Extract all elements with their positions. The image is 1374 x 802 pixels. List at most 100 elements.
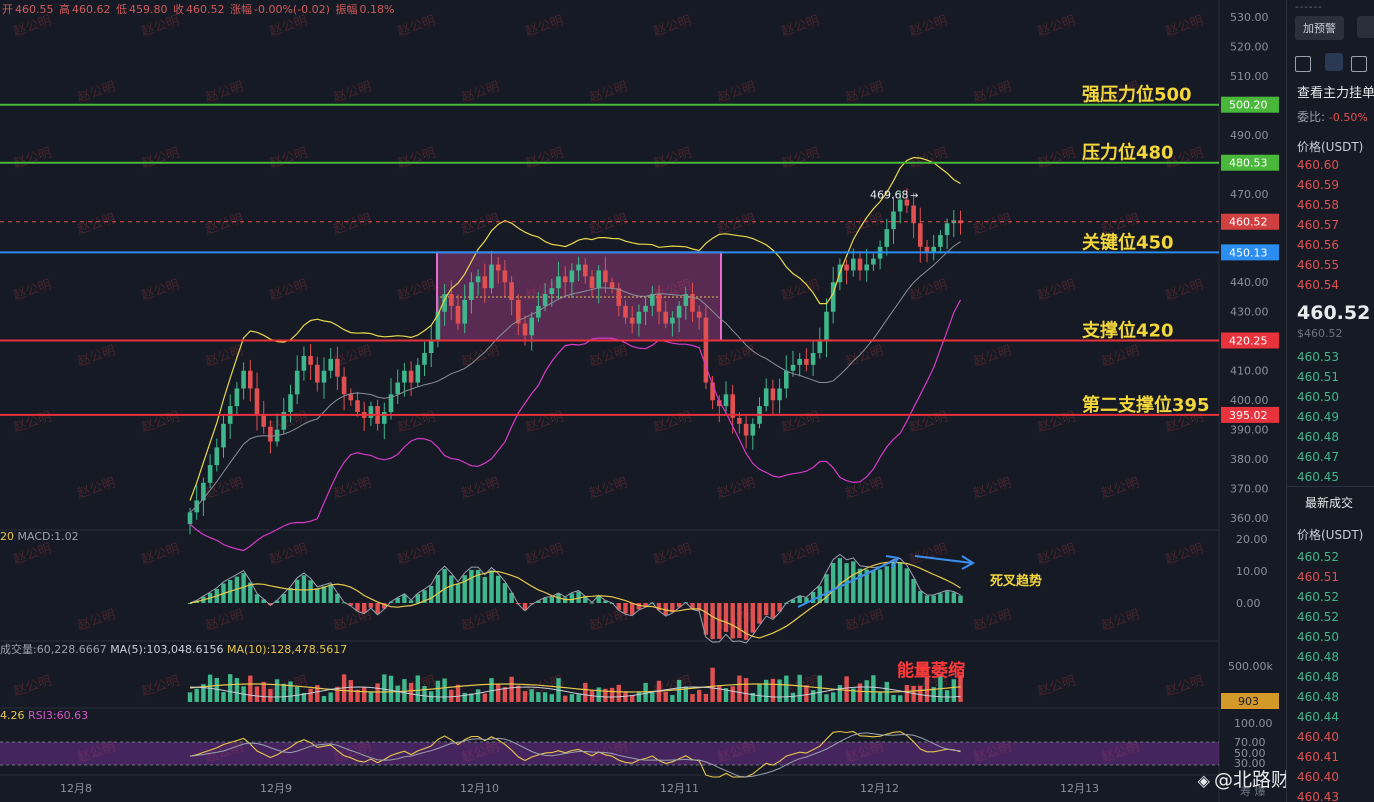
ma5-value: MA(5):103,048.6156 bbox=[110, 643, 224, 656]
watermark-tile: 赵公明 bbox=[76, 79, 118, 105]
level-tag-text: 450.13 bbox=[1229, 246, 1268, 259]
macd-flat-arrow-line bbox=[914, 555, 973, 564]
candle-body bbox=[629, 317, 635, 324]
candle-body bbox=[408, 370, 414, 383]
y-tick-label: 470.00 bbox=[1230, 188, 1269, 201]
high-label: 高 bbox=[59, 3, 70, 16]
watermark-tile: 赵公明 bbox=[844, 211, 886, 237]
watermark-tile: 赵公明 bbox=[76, 607, 118, 633]
trade-price-row: 460.48 bbox=[1297, 670, 1339, 684]
watermark-tile: 赵公明 bbox=[12, 277, 54, 303]
volume-tick-label: 500.00k bbox=[1228, 660, 1273, 673]
candle-body bbox=[844, 264, 849, 271]
ask-price-row: 460.56 bbox=[1297, 238, 1339, 252]
volume-bar bbox=[951, 679, 956, 702]
watermark-tile: 赵公明 bbox=[588, 79, 630, 105]
panel-extra-button[interactable] bbox=[1357, 16, 1374, 38]
macd-bar bbox=[723, 603, 729, 632]
volume-bar bbox=[475, 689, 481, 702]
watermark-tile: 赵公明 bbox=[780, 409, 822, 435]
candle-body bbox=[703, 317, 709, 383]
candle-body bbox=[261, 414, 266, 427]
macd-bar bbox=[455, 583, 461, 603]
watermark-tile: 赵公明 bbox=[332, 211, 374, 237]
macd-bar bbox=[187, 603, 193, 604]
volume-bar bbox=[422, 686, 427, 702]
macd-bar bbox=[435, 574, 441, 603]
candle-body bbox=[938, 235, 943, 247]
corner-text: 寿 爆 bbox=[1240, 784, 1266, 798]
candle-body bbox=[944, 223, 950, 236]
macd-bar bbox=[375, 603, 380, 614]
macd-value: MACD:1.02 bbox=[17, 530, 79, 543]
macd-bar bbox=[295, 579, 300, 603]
watermark-tile: 赵公明 bbox=[140, 673, 182, 699]
volume-label: 成交量:60,228.6667 MA(5):103,048.6156 MA(10… bbox=[0, 641, 347, 657]
watermark-tile: 赵公明 bbox=[716, 475, 758, 501]
current-price-tag-bg bbox=[1221, 213, 1279, 230]
candle-body bbox=[502, 270, 508, 283]
macd-bar bbox=[891, 562, 896, 603]
ask-price-row: 460.54 bbox=[1297, 278, 1339, 292]
level-tag-bg bbox=[1221, 154, 1279, 171]
watermark-tile: 赵公明 bbox=[396, 145, 438, 171]
volume-bar bbox=[683, 686, 688, 702]
level-tag-text: 480.53 bbox=[1229, 157, 1268, 170]
peak-label: 469.68 bbox=[870, 189, 909, 202]
book-mode-icon[interactable] bbox=[1295, 56, 1311, 72]
ask-price-row: 460.57 bbox=[1297, 218, 1339, 232]
candle-body bbox=[683, 294, 689, 306]
candle-body bbox=[603, 270, 608, 283]
volume-bar bbox=[522, 691, 528, 702]
price-chart[interactable]: 530.00520.00510.00500.00490.00480.00470.… bbox=[0, 0, 1284, 802]
volume-bar bbox=[529, 689, 534, 702]
volume-bar bbox=[482, 693, 487, 702]
candle-body bbox=[509, 282, 514, 300]
trade-price-row: 460.52 bbox=[1297, 590, 1339, 604]
ask-price-row: 460.58 bbox=[1297, 198, 1339, 212]
rsi-tick-label: 50.00 bbox=[1234, 747, 1266, 760]
watermark-tile: 赵公明 bbox=[140, 277, 182, 303]
volume-bar bbox=[274, 679, 280, 702]
x-tick-label: 12月13 bbox=[1060, 782, 1099, 795]
macd-bar bbox=[737, 603, 742, 639]
watermark-tile: 赵公明 bbox=[588, 475, 630, 501]
volume-bar bbox=[817, 675, 822, 702]
macd-note: 死叉趋势 bbox=[990, 573, 1042, 589]
watermark-tile: 赵公明 bbox=[12, 145, 54, 171]
watermark-tile: 赵公明 bbox=[588, 607, 630, 633]
volume-bar bbox=[690, 694, 695, 702]
add-alert-button[interactable]: 加预警 bbox=[1295, 16, 1344, 40]
macd-bar bbox=[429, 585, 434, 603]
macd-bar bbox=[630, 603, 635, 615]
view-orders-link[interactable]: 查看主力挂单 bbox=[1297, 86, 1374, 101]
candle-body bbox=[723, 394, 729, 407]
level-tag-bg bbox=[1221, 332, 1279, 349]
watermark-tile: 赵公明 bbox=[76, 475, 118, 501]
watermark-tile: 赵公明 bbox=[908, 145, 950, 171]
candle-body bbox=[435, 311, 441, 342]
book-mode-asks-icon[interactable] bbox=[1351, 56, 1367, 72]
macd-bar bbox=[884, 566, 889, 603]
candle-body bbox=[442, 294, 447, 312]
candle-body bbox=[609, 282, 615, 289]
watermark-tile: 赵公明 bbox=[204, 211, 246, 237]
macd-bar bbox=[261, 599, 266, 603]
candle-body bbox=[482, 276, 488, 289]
candle-body bbox=[696, 311, 702, 318]
candle-body bbox=[214, 447, 220, 466]
watermark-tile: 赵公明 bbox=[140, 145, 182, 171]
ratio-value: -0.50% bbox=[1328, 111, 1368, 124]
candle-body bbox=[321, 370, 327, 383]
candle-body bbox=[489, 264, 494, 289]
candle-body bbox=[931, 246, 936, 253]
macd-dif-line bbox=[189, 553, 961, 644]
watermark-tile: 赵公明 bbox=[12, 409, 54, 435]
macd-bar bbox=[301, 575, 307, 603]
macd-bar bbox=[268, 603, 273, 606]
candle-body bbox=[576, 264, 581, 271]
macd-bar bbox=[395, 597, 400, 603]
level-label: 支撑位420 bbox=[1081, 319, 1174, 341]
book-mode-bids-icon[interactable] bbox=[1325, 53, 1343, 71]
volume-bar bbox=[844, 676, 849, 702]
